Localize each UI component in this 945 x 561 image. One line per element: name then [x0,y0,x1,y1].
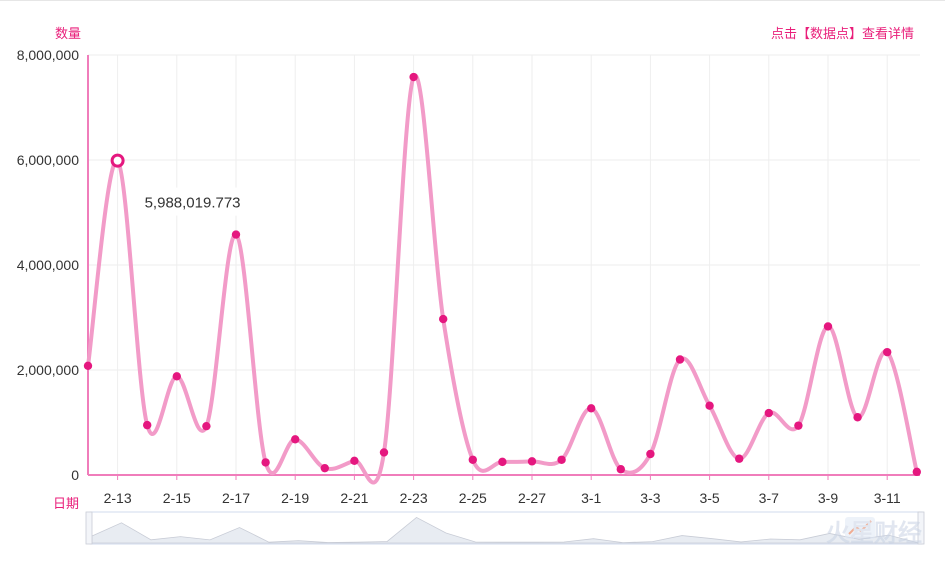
data-point[interactable] [735,454,744,463]
data-point[interactable] [231,230,241,239]
data-point[interactable] [261,458,270,467]
data-point[interactable] [143,420,152,430]
zoom-slider-left-handle[interactable] [85,511,93,545]
x-tick-label: 2-19 [281,490,309,506]
x-tick-label: 2-21 [340,490,368,506]
data-point[interactable] [350,456,359,466]
data-points[interactable] [83,72,921,477]
x-tick-label: 2-23 [400,490,428,506]
series-line [86,73,919,485]
x-axis-tick-labels: 2-13 2-15 2-17 2-19 2-21 2-23 2-25 2-27 3-1 3-3 3-… [104,475,901,506]
y-tick-label: 6,000,000 [17,152,79,168]
data-point[interactable] [823,322,833,331]
y-tick-label: 8,000,000 [17,47,79,63]
watermark-text: 火星财经 [826,519,922,547]
zoom-slider-right-handle[interactable] [917,511,925,545]
y-axis-tick-labels: 0 2,000,000 4,000,000 6,000,000 8,000,000 [17,47,80,483]
x-tick-label: 3-7 [759,490,779,506]
data-point[interactable] [705,401,714,410]
y-tick-label: 4,000,000 [17,257,79,273]
y-tick-label: 0 [71,467,79,483]
tooltip-background [136,187,255,216]
x-tick-label: 2-27 [518,490,546,506]
data-point[interactable] [320,463,329,473]
data-point[interactable] [439,314,448,324]
data-point[interactable] [675,355,685,364]
x-tick-label: 3-5 [699,490,719,506]
data-point[interactable] [83,361,93,370]
x-tick-label: 2-13 [104,490,132,506]
data-point[interactable] [409,72,418,82]
zoom-slider-preview [91,516,919,544]
data-point[interactable] [527,457,537,466]
x-tick-label: 2-25 [459,490,487,506]
data-point[interactable] [498,457,507,467]
watermark: 火星财经 [826,517,922,547]
data-point[interactable] [172,372,181,381]
y-axis-title: 数量 [55,26,81,41]
grid-lines [88,54,920,475]
data-point[interactable] [912,467,921,477]
data-point[interactable] [379,448,389,457]
x-tick-label: 3-11 [874,490,901,506]
x-tick-label: 2-17 [222,490,250,506]
data-point[interactable] [853,413,862,422]
data-point[interactable] [468,455,477,464]
data-point[interactable] [616,465,625,474]
data-point[interactable] [291,435,300,444]
data-point[interactable] [794,421,803,430]
x-axis-title: 日期 [53,496,79,511]
data-point[interactable] [587,404,596,413]
data-point[interactable] [646,449,655,459]
data-point-highlighted[interactable] [110,153,125,168]
watermark-trend-icon [848,520,872,535]
x-tick-label: 2-15 [163,490,191,506]
x-tick-label: 3-9 [818,490,838,506]
zoom-slider[interactable] [85,511,925,545]
x-tick-label: 3-3 [640,490,660,506]
details-hint-link[interactable]: 点击【数据点】查看详情 [771,26,914,41]
data-point[interactable] [764,408,773,418]
data-point[interactable] [883,347,892,357]
watermark-logo-icon [845,517,875,539]
y-tick-label: 2,000,000 [17,362,79,378]
tooltip-value: 5,988,019.773 [145,195,241,212]
value-tooltip: 5,988,019.773 [136,187,255,216]
data-point[interactable] [557,455,566,464]
x-tick-label: 3-1 [581,490,601,506]
data-point[interactable] [202,421,211,431]
